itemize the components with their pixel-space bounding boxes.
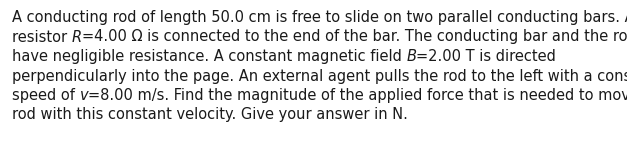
Text: have negligible resistance. A constant magnetic field: have negligible resistance. A constant m… bbox=[12, 49, 406, 64]
Text: A conducting rod of length 50.0 cm is free to slide on two parallel conducting b: A conducting rod of length 50.0 cm is fr… bbox=[12, 10, 627, 25]
Text: perpendicularly into the page. An external agent pulls the rod to the left with : perpendicularly into the page. An extern… bbox=[12, 68, 627, 84]
Text: =4.00 Ω is connected to the end of the bar. The conducting bar and the rod: =4.00 Ω is connected to the end of the b… bbox=[82, 29, 627, 44]
Text: rod with this constant velocity. Give your answer in N.: rod with this constant velocity. Give yo… bbox=[12, 108, 408, 123]
Text: speed of: speed of bbox=[12, 88, 80, 103]
Text: R: R bbox=[71, 29, 82, 44]
Text: B: B bbox=[406, 49, 416, 64]
Text: resistor: resistor bbox=[12, 29, 71, 44]
Text: =2.00 T is directed: =2.00 T is directed bbox=[416, 49, 556, 64]
Text: =8.00 m/s. Find the magnitude of the applied force that is needed to move the: =8.00 m/s. Find the magnitude of the app… bbox=[88, 88, 627, 103]
Text: v: v bbox=[80, 88, 88, 103]
